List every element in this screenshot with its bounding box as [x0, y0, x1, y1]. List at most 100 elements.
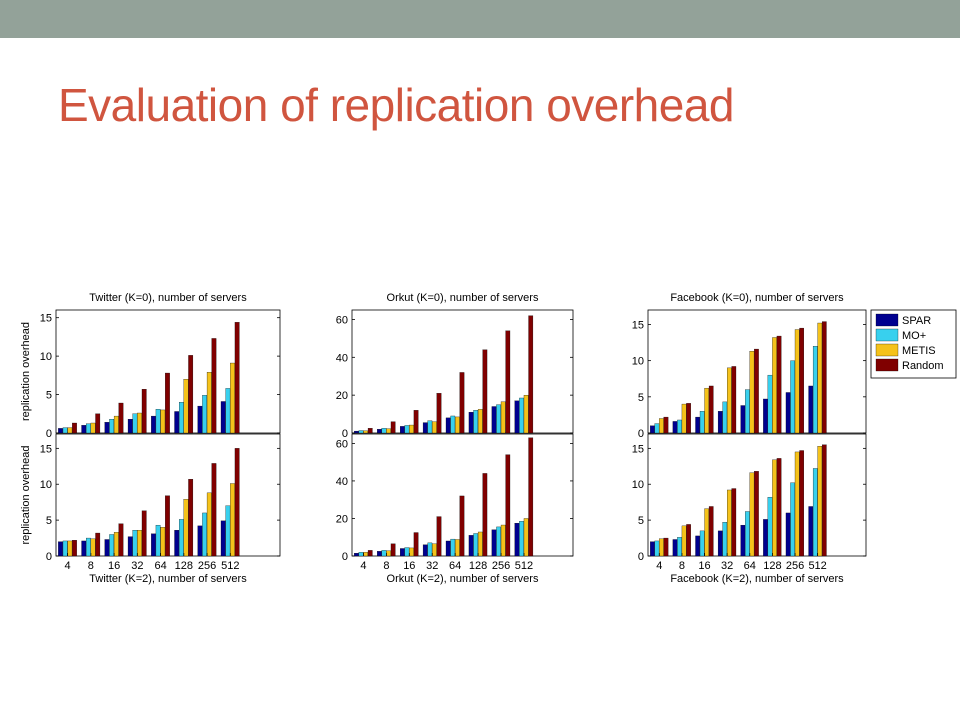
bar-spar-8 [672, 539, 678, 557]
bar-spar-32 [422, 544, 428, 557]
y-tick-label: 0 [342, 551, 348, 563]
bar-random-64 [754, 348, 759, 434]
bar-spar-256 [491, 406, 497, 434]
bar-mo--512 [519, 397, 524, 434]
bar-spar-16 [695, 535, 700, 557]
bar-metis-64 [455, 539, 460, 557]
bar-metis-16 [704, 387, 709, 434]
y-tick-label: 20 [336, 390, 348, 402]
x-tick-label: 128 [469, 560, 487, 572]
bar-mo--8 [677, 419, 682, 434]
y-tick-label: 5 [638, 515, 644, 527]
bar-metis-128 [183, 379, 189, 434]
bar-random-16 [118, 523, 124, 557]
bar-mo--512 [519, 521, 524, 557]
bar-random-4 [72, 540, 77, 557]
y-tick-label: 0 [342, 428, 348, 440]
bar-random-8 [95, 413, 101, 434]
bar-spar-64 [445, 417, 451, 434]
bar-metis-8 [386, 428, 391, 434]
bar-random-128 [482, 349, 488, 434]
legend-label-random: Random [902, 360, 944, 372]
bar-mo--64 [745, 511, 750, 557]
bar-metis-4 [659, 538, 664, 557]
bar-mo--16 [699, 530, 705, 557]
bar-mo--256 [790, 360, 795, 434]
bar-random-4 [367, 428, 373, 434]
x-tick-label: 4 [65, 560, 71, 572]
legend-label-metis: METIS [902, 345, 936, 357]
bar-spar-128 [468, 412, 474, 434]
bar-random-4 [367, 550, 373, 557]
bar-spar-4 [650, 425, 655, 434]
bar-metis-4 [67, 427, 73, 434]
bar-random-256 [799, 450, 804, 557]
x-axis-label: Orkut (K=2), number of servers [387, 573, 539, 585]
bar-random-16 [118, 402, 124, 434]
y-tick-label: 10 [632, 479, 644, 491]
bar-random-16 [413, 410, 419, 434]
y-tick-label: 5 [46, 390, 52, 402]
x-tick-label: 16 [403, 560, 415, 572]
bar-random-64 [165, 495, 170, 557]
bar-spar-8 [81, 540, 87, 557]
bar-metis-64 [160, 409, 166, 434]
bar-metis-16 [113, 532, 119, 557]
bar-spar-512 [808, 506, 814, 557]
bar-random-64 [754, 471, 759, 557]
bar-random-512 [822, 444, 827, 557]
bar-mo--64 [155, 409, 161, 434]
bar-mo--4 [654, 423, 660, 434]
chart-panel-3: 0 5 10 15 Facebook (K=0), number of servers [632, 292, 867, 440]
chart-legend: SPAR MO+ METIS Random [870, 309, 957, 379]
bar-metis-16 [409, 424, 414, 434]
bar-metis-64 [455, 416, 460, 434]
bar-random-8 [95, 532, 101, 557]
bar-spar-128 [763, 398, 768, 434]
x-tick-label: 64 [154, 560, 166, 572]
bar-random-256 [505, 330, 511, 434]
bar-random-256 [211, 463, 217, 557]
legend-label-spar: SPAR [902, 315, 931, 327]
bar-random-8 [686, 403, 691, 434]
bar-metis-512 [817, 322, 823, 434]
x-tick-label: 32 [721, 560, 733, 572]
bar-mo--4 [62, 427, 68, 434]
x-tick-label: 32 [131, 560, 143, 572]
chart-title: Facebook (K=0), number of servers [670, 292, 844, 304]
bar-mo--8 [381, 550, 387, 557]
bar-random-256 [505, 454, 511, 557]
bar-random-8 [390, 421, 396, 434]
y-tick-label: 40 [336, 352, 348, 364]
bar-metis-64 [749, 351, 755, 434]
bar-spar-256 [785, 392, 791, 434]
legend-label-mo-: MO+ [902, 330, 926, 342]
bar-random-16 [708, 506, 714, 557]
x-tick-label: 256 [198, 560, 216, 572]
bar-spar-128 [763, 519, 768, 557]
x-tick-label: 8 [383, 560, 389, 572]
bar-spar-16 [399, 426, 405, 434]
x-tick-label: 16 [108, 560, 120, 572]
bar-mo--128 [767, 496, 773, 557]
bar-random-256 [211, 338, 217, 434]
y-tick-label: 10 [40, 351, 52, 363]
y-tick-label: 15 [632, 319, 644, 331]
bar-random-128 [776, 335, 782, 434]
bar-random-32 [141, 510, 147, 557]
bar-mo--32 [427, 542, 433, 557]
bar-mo--512 [225, 505, 231, 557]
bar-random-4 [663, 537, 669, 557]
x-tick-label: 128 [175, 560, 193, 572]
bar-mo--256 [790, 482, 795, 557]
bar-mo--256 [496, 404, 501, 434]
bar-random-128 [482, 473, 488, 557]
bar-random-512 [528, 315, 534, 434]
x-tick-label: 64 [744, 560, 756, 572]
bar-metis-32 [432, 421, 437, 434]
bar-metis-256 [500, 401, 506, 434]
legend-swatch-spar [875, 313, 899, 327]
bar-metis-128 [772, 337, 777, 434]
